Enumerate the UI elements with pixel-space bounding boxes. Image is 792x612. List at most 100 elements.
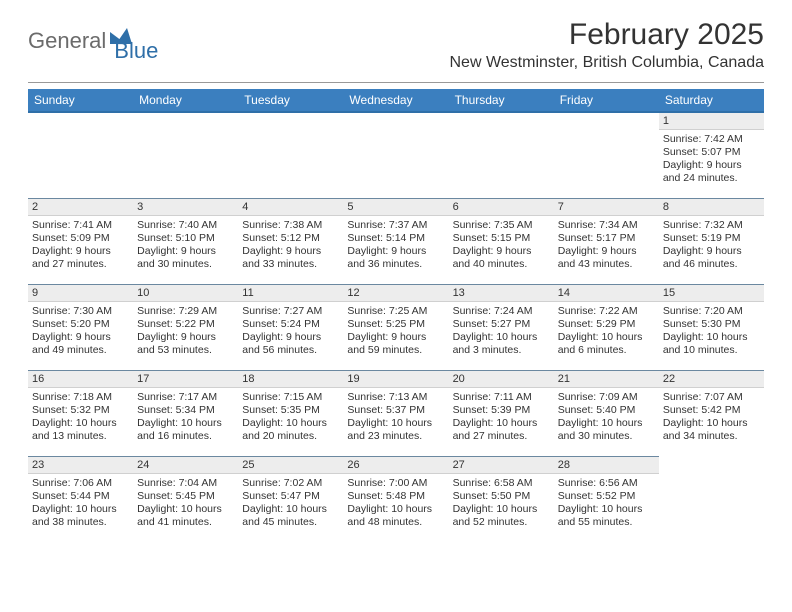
day-detail-line: Daylight: 9 hours (347, 245, 444, 258)
day-detail-line: and 30 minutes. (137, 258, 234, 271)
day-detail-line: Daylight: 10 hours (137, 503, 234, 516)
day-number: 24 (133, 456, 238, 474)
day-detail-line: Sunset: 5:14 PM (347, 232, 444, 245)
day-number: 20 (449, 370, 554, 388)
calendar-cell (343, 112, 448, 198)
calendar-cell: 10Sunrise: 7:29 AMSunset: 5:22 PMDayligh… (133, 284, 238, 370)
day-number: 17 (133, 370, 238, 388)
logo: General Blue (28, 18, 158, 64)
day-detail-line: Sunset: 5:32 PM (32, 404, 129, 417)
calendar-cell: 28Sunrise: 6:56 AMSunset: 5:52 PMDayligh… (554, 456, 659, 542)
day-number: 23 (28, 456, 133, 474)
day-details: Sunrise: 7:27 AMSunset: 5:24 PMDaylight:… (238, 302, 343, 362)
day-detail-line: Daylight: 10 hours (453, 331, 550, 344)
day-number: 27 (449, 456, 554, 474)
day-detail-line: Sunset: 5:20 PM (32, 318, 129, 331)
day-detail-line: and 45 minutes. (242, 516, 339, 529)
day-detail-line: Sunset: 5:48 PM (347, 490, 444, 503)
calendar-cell (238, 112, 343, 198)
day-detail-line: Daylight: 9 hours (137, 245, 234, 258)
calendar-cell: 25Sunrise: 7:02 AMSunset: 5:47 PMDayligh… (238, 456, 343, 542)
day-detail-line: Sunrise: 7:38 AM (242, 219, 339, 232)
day-detail-line: Sunset: 5:42 PM (663, 404, 760, 417)
day-detail-line: and 59 minutes. (347, 344, 444, 357)
calendar-cell: 27Sunrise: 6:58 AMSunset: 5:50 PMDayligh… (449, 456, 554, 542)
day-details (659, 473, 764, 480)
day-detail-line: Sunset: 5:45 PM (137, 490, 234, 503)
day-number: 16 (28, 370, 133, 388)
calendar-week-row: 2Sunrise: 7:41 AMSunset: 5:09 PMDaylight… (28, 198, 764, 284)
day-number: 2 (28, 198, 133, 216)
calendar-cell: 15Sunrise: 7:20 AMSunset: 5:30 PMDayligh… (659, 284, 764, 370)
day-details: Sunrise: 7:30 AMSunset: 5:20 PMDaylight:… (28, 302, 133, 362)
day-details: Sunrise: 7:35 AMSunset: 5:15 PMDaylight:… (449, 216, 554, 276)
day-detail-line: Sunset: 5:22 PM (137, 318, 234, 331)
day-number: 21 (554, 370, 659, 388)
day-details (28, 130, 133, 137)
day-detail-line: Daylight: 10 hours (453, 503, 550, 516)
calendar-cell: 16Sunrise: 7:18 AMSunset: 5:32 PMDayligh… (28, 370, 133, 456)
day-detail-line: Sunrise: 7:34 AM (558, 219, 655, 232)
day-detail-line: and 6 minutes. (558, 344, 655, 357)
logo-text-general: General (28, 28, 106, 54)
day-number (133, 113, 238, 130)
day-details: Sunrise: 7:20 AMSunset: 5:30 PMDaylight:… (659, 302, 764, 362)
day-details: Sunrise: 7:17 AMSunset: 5:34 PMDaylight:… (133, 388, 238, 448)
day-details: Sunrise: 7:38 AMSunset: 5:12 PMDaylight:… (238, 216, 343, 276)
calendar-cell (449, 112, 554, 198)
day-number (659, 456, 764, 473)
day-detail-line: Sunrise: 7:42 AM (663, 133, 760, 146)
day-number: 5 (343, 198, 448, 216)
day-number (449, 113, 554, 130)
calendar-week-row: 1Sunrise: 7:42 AMSunset: 5:07 PMDaylight… (28, 112, 764, 198)
day-detail-line: Sunset: 5:47 PM (242, 490, 339, 503)
day-details (133, 130, 238, 137)
day-detail-line: Daylight: 10 hours (663, 417, 760, 430)
day-details: Sunrise: 6:56 AMSunset: 5:52 PMDaylight:… (554, 474, 659, 534)
day-detail-line: Daylight: 10 hours (453, 417, 550, 430)
calendar-week-row: 16Sunrise: 7:18 AMSunset: 5:32 PMDayligh… (28, 370, 764, 456)
day-detail-line: Sunrise: 7:29 AM (137, 305, 234, 318)
day-detail-line: Sunrise: 7:06 AM (32, 477, 129, 490)
day-detail-line: Sunset: 5:35 PM (242, 404, 339, 417)
calendar-cell (133, 112, 238, 198)
dayname-tue: Tuesday (238, 89, 343, 112)
day-detail-line: and 27 minutes. (453, 430, 550, 443)
day-detail-line: Daylight: 10 hours (32, 503, 129, 516)
day-detail-line: Sunrise: 7:17 AM (137, 391, 234, 404)
day-detail-line: Sunrise: 7:40 AM (137, 219, 234, 232)
calendar-cell: 11Sunrise: 7:27 AMSunset: 5:24 PMDayligh… (238, 284, 343, 370)
day-detail-line: and 3 minutes. (453, 344, 550, 357)
day-detail-line: and 38 minutes. (32, 516, 129, 529)
day-detail-line: and 24 minutes. (663, 172, 760, 185)
day-details: Sunrise: 7:07 AMSunset: 5:42 PMDaylight:… (659, 388, 764, 448)
day-detail-line: and 40 minutes. (453, 258, 550, 271)
day-details: Sunrise: 7:04 AMSunset: 5:45 PMDaylight:… (133, 474, 238, 534)
day-detail-line: and 10 minutes. (663, 344, 760, 357)
day-number: 18 (238, 370, 343, 388)
day-detail-line: Sunset: 5:27 PM (453, 318, 550, 331)
day-detail-line: and 48 minutes. (347, 516, 444, 529)
day-detail-line: Sunrise: 7:37 AM (347, 219, 444, 232)
day-number (238, 113, 343, 130)
day-details: Sunrise: 7:40 AMSunset: 5:10 PMDaylight:… (133, 216, 238, 276)
day-detail-line: Sunset: 5:40 PM (558, 404, 655, 417)
day-details: Sunrise: 7:13 AMSunset: 5:37 PMDaylight:… (343, 388, 448, 448)
dayname-thu: Thursday (449, 89, 554, 112)
day-detail-line: Sunset: 5:37 PM (347, 404, 444, 417)
day-details: Sunrise: 7:06 AMSunset: 5:44 PMDaylight:… (28, 474, 133, 534)
day-detail-line: Sunrise: 7:22 AM (558, 305, 655, 318)
dayname-sun: Sunday (28, 89, 133, 112)
day-detail-line: Daylight: 9 hours (663, 245, 760, 258)
dayname-sat: Saturday (659, 89, 764, 112)
calendar-cell: 17Sunrise: 7:17 AMSunset: 5:34 PMDayligh… (133, 370, 238, 456)
calendar-cell: 3Sunrise: 7:40 AMSunset: 5:10 PMDaylight… (133, 198, 238, 284)
day-number: 14 (554, 284, 659, 302)
day-detail-line: Daylight: 9 hours (137, 331, 234, 344)
month-title: February 2025 (450, 18, 765, 52)
location-subtitle: New Westminster, British Columbia, Canad… (450, 54, 765, 72)
day-details: Sunrise: 7:24 AMSunset: 5:27 PMDaylight:… (449, 302, 554, 362)
day-details: Sunrise: 7:02 AMSunset: 5:47 PMDaylight:… (238, 474, 343, 534)
day-detail-line: Daylight: 10 hours (137, 417, 234, 430)
day-detail-line: Sunrise: 6:58 AM (453, 477, 550, 490)
